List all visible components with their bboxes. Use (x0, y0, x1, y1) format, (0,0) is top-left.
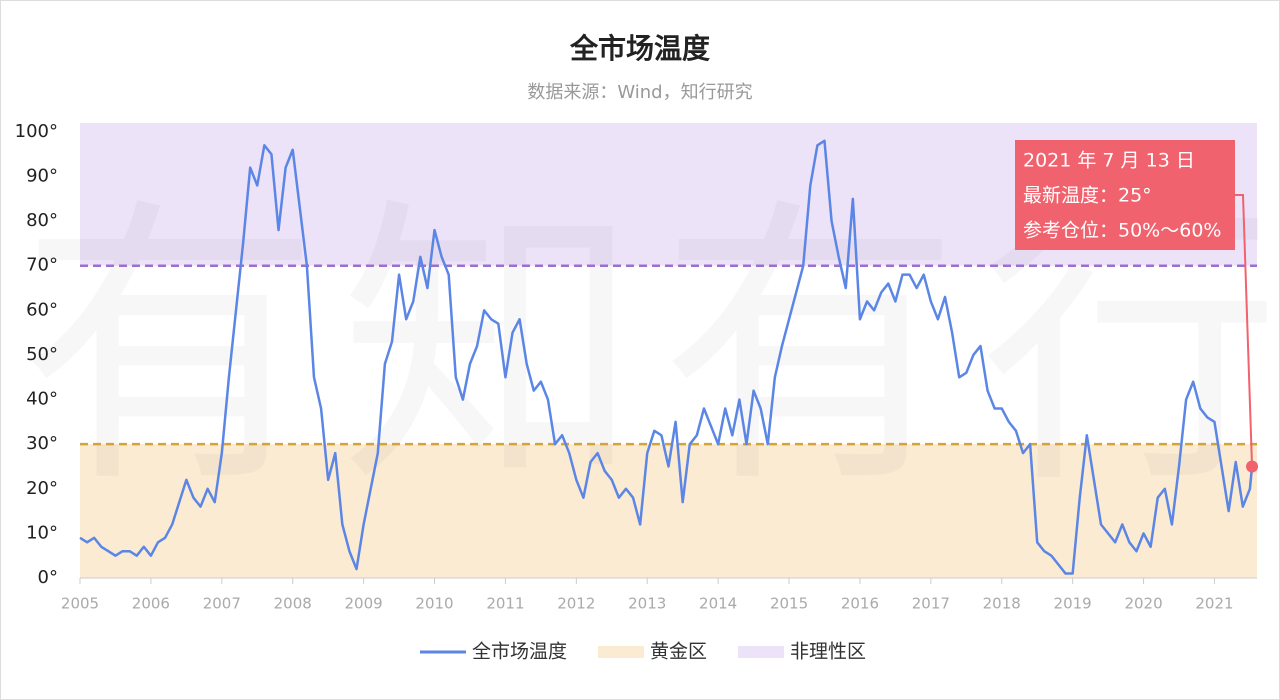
x-tick-label: 2006 (132, 595, 170, 613)
x-tick-label: 2009 (345, 595, 383, 613)
x-tick-label: 2015 (770, 595, 808, 613)
chart-title: 全市场温度 (569, 32, 710, 65)
y-tick-label: 40° (26, 389, 58, 410)
x-tick-label: 2013 (628, 595, 666, 613)
y-tick-label: 50° (26, 344, 58, 365)
annotation-text: 2021 年 7 月 13 日 (1023, 150, 1195, 172)
legend-swatch (598, 646, 644, 658)
latest-point (1246, 460, 1259, 473)
y-tick-label: 70° (26, 255, 58, 276)
line (79, 139, 1254, 575)
annotation-text: 参考仓位：50%～60% (1023, 220, 1221, 242)
chart-subtitle: 数据来源：Wind，知行研究 (527, 82, 752, 103)
x-tick-label: 2017 (912, 595, 950, 613)
annotation-connector (1235, 194, 1254, 467)
x-tick-label: 2012 (557, 595, 595, 613)
x-tick-label: 2016 (841, 595, 879, 613)
y-tick-label: 80° (26, 210, 58, 231)
annotation-box (1015, 140, 1235, 250)
y-tick-label: 30° (26, 433, 58, 454)
x-tick-label: 2007 (203, 595, 241, 613)
x-tick-label: 2005 (61, 595, 99, 613)
y-tick-label: 10° (26, 522, 58, 543)
y-tick-label: 60° (26, 299, 58, 320)
x-tick-label: 2021 (1195, 595, 1233, 613)
x-tick-label: 2019 (1054, 595, 1092, 613)
y-tick-label: 90° (26, 166, 58, 187)
y-tick-label: 100° (15, 121, 58, 142)
legend-label: 非理性区 (790, 641, 866, 663)
legend-swatch (738, 646, 784, 658)
annotation-text: 最新温度：25° (1023, 185, 1152, 207)
x-tick-label: 2014 (699, 595, 737, 613)
legend-label: 黄金区 (650, 641, 707, 663)
x-tick-label: 2008 (274, 595, 312, 613)
x-tick-label: 2011 (486, 595, 524, 613)
x-tick-label: 2010 (415, 595, 453, 613)
y-tick-label: 0° (38, 567, 58, 588)
x-tick-label: 2018 (983, 595, 1021, 613)
legend-label: 全市场温度 (472, 641, 567, 663)
x-tick-label: 2020 (1124, 595, 1162, 613)
y-tick-label: 20° (26, 478, 58, 499)
